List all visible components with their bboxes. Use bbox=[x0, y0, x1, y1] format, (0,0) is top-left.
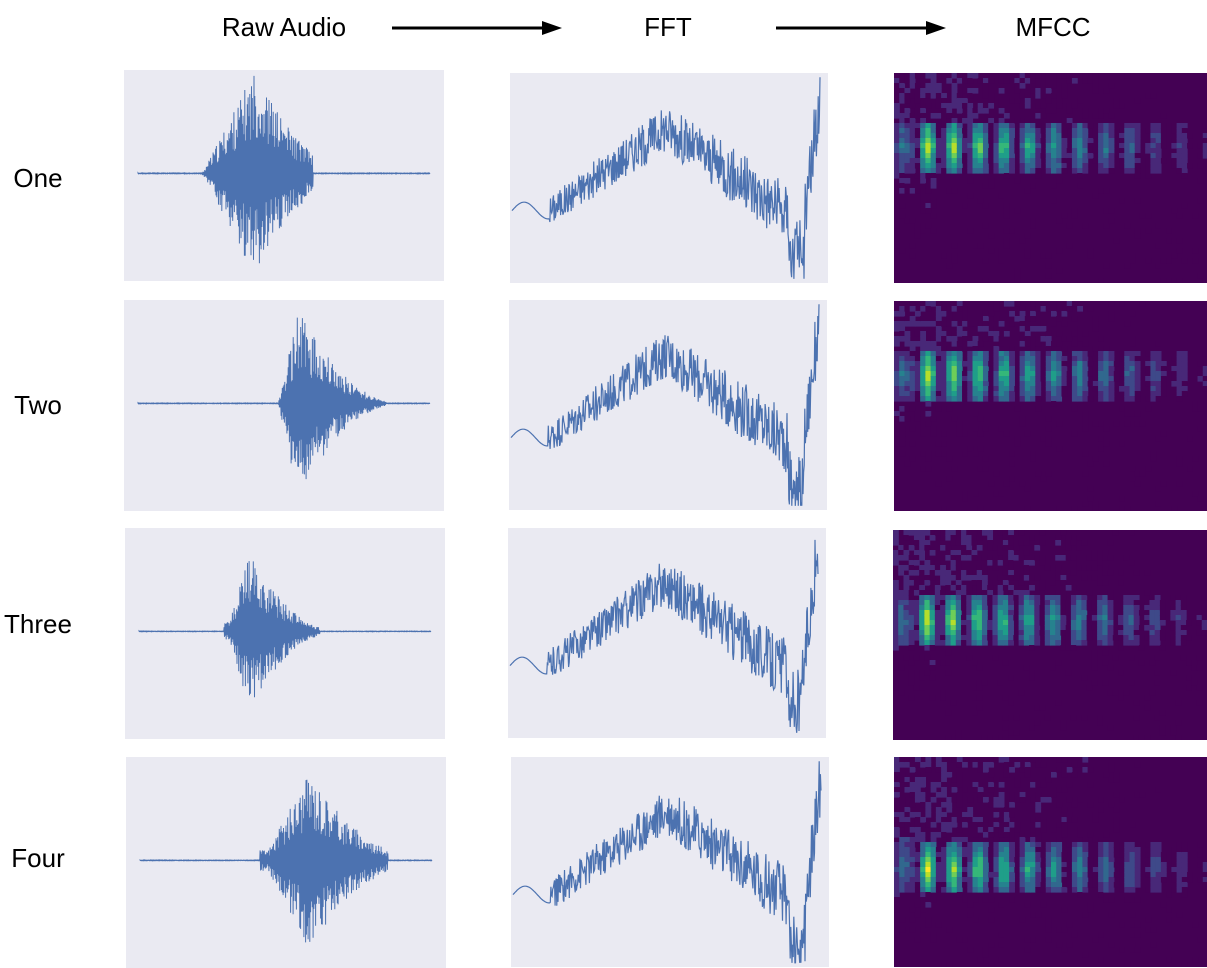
mfcc-heatmap-three bbox=[893, 530, 1207, 740]
arrow-fft-to-mfcc-icon bbox=[776, 21, 946, 35]
fft-panel-three bbox=[508, 528, 826, 738]
fft-spectrum-two bbox=[510, 304, 820, 506]
mfcc-heatmap-two bbox=[894, 301, 1207, 511]
column-header-fft: FFT bbox=[644, 12, 692, 42]
fft-spectrum-three bbox=[509, 539, 819, 733]
column-header-raw-audio: Raw Audio bbox=[221, 12, 347, 42]
mfcc-heatmap-four bbox=[894, 757, 1207, 967]
mfcc-panel-one bbox=[894, 73, 1207, 283]
mfcc-panel-three bbox=[893, 530, 1207, 740]
fft-spectrum-four bbox=[512, 761, 822, 964]
raw-audio-panel-two bbox=[124, 300, 444, 511]
fft-panel-one bbox=[510, 73, 828, 283]
raw-audio-panel-three bbox=[125, 528, 445, 739]
mfcc-heatmap-one bbox=[894, 73, 1207, 283]
row-label-three: Three bbox=[4, 609, 72, 639]
raw-audio-panel-four bbox=[126, 757, 446, 968]
arrow-raw-to-fft-icon bbox=[392, 21, 562, 35]
mfcc-panel-two bbox=[894, 301, 1207, 511]
mfcc-panel-four bbox=[894, 757, 1207, 967]
raw-audio-panel-one bbox=[124, 70, 444, 281]
raw-audio-waveform-four bbox=[139, 779, 433, 943]
row-label-two: Two bbox=[14, 390, 62, 420]
raw-audio-waveform-two bbox=[137, 317, 431, 480]
row-label-one: One bbox=[13, 163, 63, 193]
raw-audio-waveform-three bbox=[138, 561, 432, 698]
row-label-four: Four bbox=[11, 843, 65, 873]
column-header-mfcc: MFCC bbox=[1015, 12, 1091, 42]
raw-audio-waveform-one bbox=[137, 75, 431, 264]
fft-spectrum-one bbox=[511, 77, 821, 279]
fft-panel-four bbox=[511, 757, 829, 967]
fft-panel-two bbox=[509, 300, 827, 510]
